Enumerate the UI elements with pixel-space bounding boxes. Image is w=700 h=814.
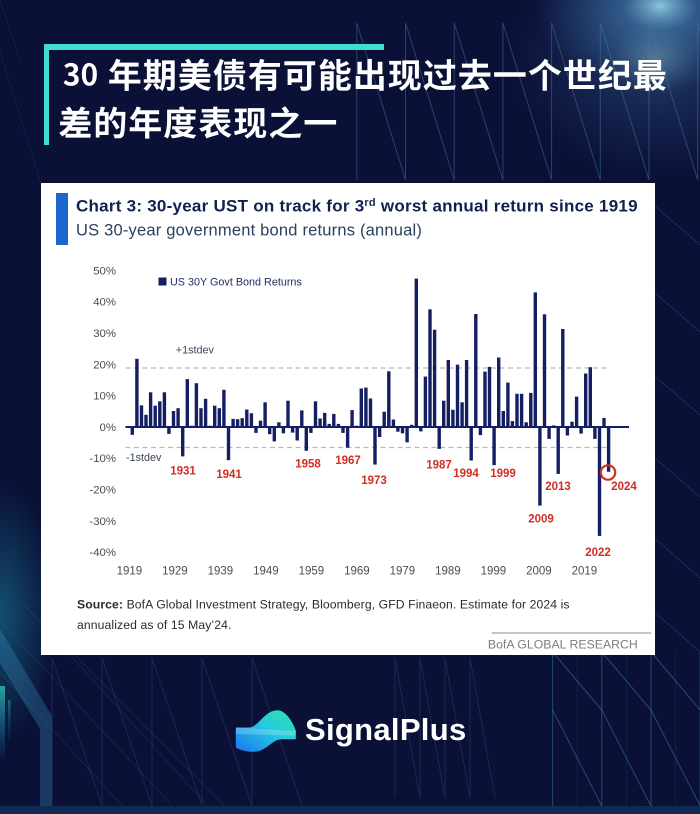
svg-text:1959: 1959 xyxy=(299,566,325,578)
svg-text:1919: 1919 xyxy=(117,566,143,578)
svg-text:1949: 1949 xyxy=(253,566,279,578)
svg-text:2024: 2024 xyxy=(611,481,637,493)
svg-text:0%: 0% xyxy=(100,422,116,434)
svg-text:10%: 10% xyxy=(93,391,116,403)
svg-text:-30%: -30% xyxy=(89,516,116,528)
svg-text:2013: 2013 xyxy=(545,481,571,493)
svg-text:2009: 2009 xyxy=(526,566,552,578)
svg-text:US 30Y Govt Bond Returns: US 30Y Govt Bond Returns xyxy=(170,277,302,289)
svg-text:Chart 3: 30-year UST on track: Chart 3: 30-year UST on track for 3rd wo… xyxy=(76,197,638,216)
svg-text:1999: 1999 xyxy=(481,566,507,578)
svg-text:US 30-year government bond ret: US 30-year government bond returns (annu… xyxy=(76,222,422,240)
svg-text:1931: 1931 xyxy=(170,466,196,478)
svg-text:1999: 1999 xyxy=(490,468,516,480)
svg-text:2009: 2009 xyxy=(528,514,554,526)
svg-text:2019: 2019 xyxy=(572,566,598,578)
svg-text:1969: 1969 xyxy=(344,566,370,578)
svg-text:2022: 2022 xyxy=(585,547,611,559)
svg-text:annualized as of 15 May’24.: annualized as of 15 May’24. xyxy=(77,618,231,632)
svg-text:1929: 1929 xyxy=(162,566,188,578)
svg-text:Source: BofA Global Investment: Source: BofA Global Investment Strategy,… xyxy=(77,598,570,612)
svg-text:1939: 1939 xyxy=(208,566,234,578)
svg-text:1967: 1967 xyxy=(335,455,361,467)
svg-text:BofA GLOBAL RESEARCH: BofA GLOBAL RESEARCH xyxy=(488,638,638,652)
svg-text:-10%: -10% xyxy=(89,453,116,465)
svg-text:20%: 20% xyxy=(93,359,116,371)
svg-text:1994: 1994 xyxy=(453,468,479,480)
svg-text:-20%: -20% xyxy=(89,485,116,497)
svg-text:1958: 1958 xyxy=(295,459,321,471)
svg-text:1973: 1973 xyxy=(361,475,387,487)
svg-text:-1stdev: -1stdev xyxy=(126,452,162,464)
svg-text:50%: 50% xyxy=(93,265,116,277)
svg-text:40%: 40% xyxy=(93,297,116,309)
svg-text:-40%: -40% xyxy=(89,547,116,559)
svg-text:1987: 1987 xyxy=(426,460,452,472)
svg-text:1989: 1989 xyxy=(435,566,461,578)
svg-text:30%: 30% xyxy=(93,328,116,340)
svg-text:1941: 1941 xyxy=(216,469,242,481)
svg-text:1979: 1979 xyxy=(390,566,416,578)
svg-text:+1stdev: +1stdev xyxy=(176,345,215,357)
